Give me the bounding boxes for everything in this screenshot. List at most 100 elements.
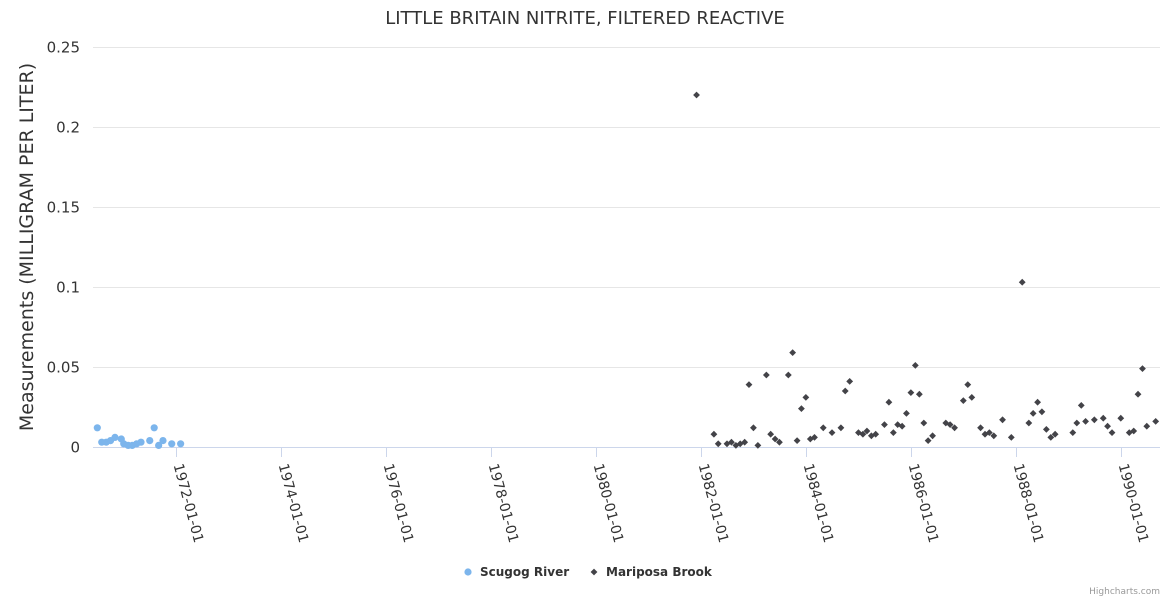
mariposa-brook-point (1038, 408, 1046, 416)
x-tick-label: 1972-01-01 (170, 462, 207, 545)
y-tick-label: 0 (70, 439, 80, 457)
mariposa-brook-point (798, 405, 805, 412)
mariposa-brook-point (754, 442, 762, 449)
y-tick-label: 0.1 (56, 279, 80, 297)
mariposa-brook-point (964, 381, 972, 388)
mariposa-brook-point (920, 419, 928, 427)
mariposa-brook-point (907, 389, 915, 396)
legend-label-scugog-river: Scugog River (480, 565, 569, 579)
scugog-river-point (111, 433, 119, 441)
mariposa-brook-point (728, 438, 735, 446)
mariposa-brook-point (990, 432, 998, 440)
x-tick-label: 1974-01-01 (275, 462, 312, 545)
mariposa-brook-point (1139, 365, 1146, 372)
mariposa-brook-point (750, 424, 757, 432)
mariposa-brook-point (767, 430, 775, 438)
mariposa-brook-point (1152, 418, 1160, 425)
x-tick-label: 1990-01-01 (1115, 462, 1152, 545)
mariposa-brook-point (915, 390, 923, 398)
legend-label-mariposa-brook: Mariposa Brook (606, 565, 713, 579)
mariposa-brook-point (985, 429, 993, 436)
mariposa-brook-point (1029, 410, 1037, 417)
mariposa-brook-point (1108, 429, 1116, 436)
mariposa-brook-point (929, 432, 936, 440)
scugog-river-point (159, 437, 167, 445)
mariposa-brook-point (714, 440, 722, 448)
mariposa-brook-point (846, 378, 854, 385)
legend-item-scugog-river[interactable]: Scugog River (464, 565, 569, 579)
mariposa-brook-point (1134, 390, 1142, 398)
mariposa-brook-point (776, 438, 783, 446)
mariposa-brook-point (784, 371, 792, 379)
mariposa-brook-point (951, 424, 958, 432)
chart-title: LITTLE BRITAIN NITRITE, FILTERED REACTIV… (385, 8, 785, 29)
scugog-river-point (93, 424, 101, 432)
mariposa-brook-point (1143, 422, 1151, 430)
x-tick-label: 1988-01-01 (1010, 462, 1047, 545)
x-axis: 1972-01-01 1974-01-01 1976-01-01 1978-01-01… (170, 447, 1152, 545)
data-points (93, 91, 1160, 449)
mariposa-brook-point (1018, 278, 1026, 286)
mariposa-brook-point (911, 362, 919, 369)
mariposa-brook-point (946, 421, 954, 428)
mariposa-brook-point (828, 429, 836, 436)
mariposa-brook-point (863, 427, 871, 435)
mariposa-brook-point (959, 397, 967, 404)
mariposa-brook-point (693, 91, 700, 99)
y-tick-label: 0.05 (47, 359, 80, 377)
scugog-river-point (137, 438, 145, 446)
mariposa-brook-point (1104, 422, 1111, 430)
mariposa-brook-point (710, 430, 718, 438)
mariposa-brook-point (1025, 419, 1033, 427)
y-tick-label: 0.25 (47, 39, 80, 57)
credits-link[interactable]: Highcharts.com (1089, 587, 1160, 597)
mariposa-brook-point (1073, 419, 1081, 427)
mariposa-brook-point (1034, 398, 1041, 406)
legend-item-mariposa-brook[interactable]: Mariposa Brook (590, 565, 713, 579)
legend[interactable]: Scugog River Mariposa Brook (464, 565, 713, 579)
mariposa-brook-point (819, 424, 827, 432)
mariposa-brook-point (1007, 434, 1015, 441)
y-tick-label: 0.2 (56, 119, 80, 137)
mariposa-brook-point (1117, 414, 1125, 422)
y-axis-title: Measurements (MILLIGRAM PER LITER) (16, 63, 38, 431)
mariposa-brook-point (802, 394, 810, 401)
scugog-river-point (168, 440, 176, 448)
x-tick-label: 1978-01-01 (485, 462, 522, 545)
mariposa-brook-point (771, 435, 779, 443)
mariposa-brook-point (741, 438, 749, 446)
legend-symbol-mariposa-brook (590, 568, 598, 576)
mariposa-brook-point (1130, 427, 1138, 435)
mariposa-brook-point (872, 430, 880, 438)
mariposa-brook-point (811, 434, 818, 441)
scugog-river-point (155, 441, 163, 449)
mariposa-brook-point (1069, 429, 1077, 436)
mariposa-brook-point (889, 429, 897, 436)
mariposa-brook-point (1047, 434, 1055, 441)
mariposa-brook-point (885, 398, 893, 406)
scugog-river-point (177, 440, 185, 448)
mariposa-brook-point (1077, 402, 1085, 409)
mariposa-brook-point (881, 421, 888, 428)
mariposa-brook-point (841, 387, 849, 395)
mariposa-brook-point (789, 349, 797, 356)
grid-lines (93, 47, 1160, 448)
x-tick-label: 1986-01-01 (905, 462, 942, 545)
y-axis-labels: 0 0.05 0.1 0.15 0.2 0.25 (47, 39, 80, 457)
mariposa-brook-point (977, 424, 984, 432)
mariposa-brook-point (793, 437, 801, 444)
scugog-river-point (150, 424, 158, 432)
mariposa-brook-point (898, 422, 906, 430)
mariposa-brook-point (1090, 416, 1098, 424)
y-tick-label: 0.15 (47, 199, 80, 217)
scugog-river-point (146, 437, 154, 445)
mariposa-brook-point (1042, 426, 1050, 433)
mariposa-brook-point (859, 430, 867, 438)
mariposa-brook-point (745, 381, 753, 388)
mariposa-brook-point (968, 394, 976, 401)
x-tick-label: 1980-01-01 (590, 462, 627, 545)
x-tick-label: 1976-01-01 (380, 462, 417, 545)
mariposa-brook-point (924, 437, 932, 444)
mariposa-brook-point (1051, 430, 1059, 438)
